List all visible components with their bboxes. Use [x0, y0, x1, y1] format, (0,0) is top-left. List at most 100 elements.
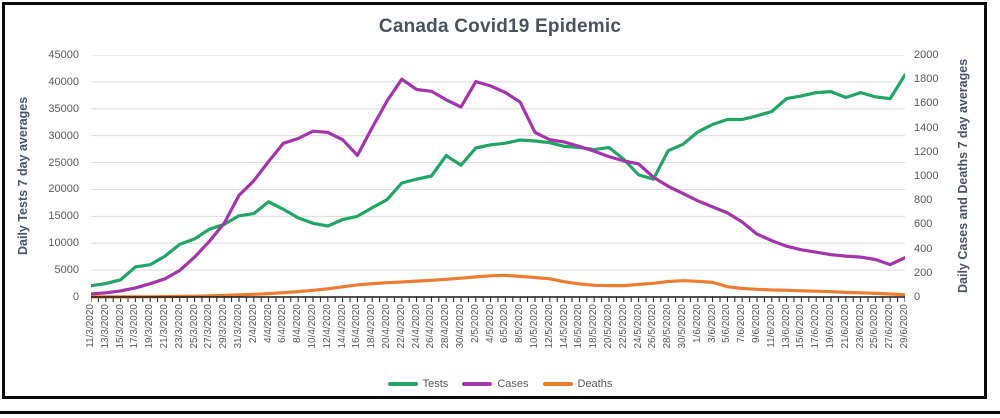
x-tick-label: 4/5/2020 [484, 304, 496, 343]
x-tick-label: 6/4/2020 [277, 304, 289, 343]
right-axis-title: Daily Cases and Deaths 7 day averages [956, 58, 970, 294]
x-tick-label: 15/6/2020 [795, 304, 807, 349]
x-tick-label: 25/6/2020 [869, 304, 881, 349]
x-tick-label: 17/3/2020 [129, 304, 141, 349]
bottom-divider-line [0, 411, 1000, 414]
x-tick-label: 12/5/2020 [543, 304, 555, 349]
right-tick-label: 200 [914, 266, 933, 279]
chart-legend: Tests Cases Deaths [0, 378, 1000, 390]
x-tick-label: 22/4/2020 [395, 304, 407, 349]
x-tick-label: 21/6/2020 [839, 304, 851, 349]
right-tick-label: 2000 [914, 49, 939, 61]
legend-swatch-cases [462, 382, 493, 386]
left-tick-label: 10000 [48, 237, 79, 250]
x-tick-label: 5/6/2020 [721, 304, 733, 343]
left-tick-label: 0 [72, 291, 79, 303]
right-tick-label: 800 [914, 194, 933, 207]
left-tick-label: 35000 [48, 102, 79, 115]
left-tick-label: 45000 [48, 49, 79, 61]
series-line-deaths [89, 273, 907, 299]
x-tick-label: 9/6/2020 [751, 304, 762, 343]
x-tick-label: 23/3/2020 [173, 304, 185, 349]
legend-label: Deaths [577, 378, 613, 390]
left-tick-label: 15000 [48, 210, 79, 223]
series-line-cases [89, 77, 907, 296]
x-tick-label: 6/5/2020 [499, 304, 511, 343]
left-axis-tick-labels: 0 5000 10000 15000 20000 25000 30000 35000 40000… [36, 49, 84, 303]
x-tick-label: 29/6/2020 [899, 304, 910, 349]
plot-area [89, 54, 907, 309]
x-tick-label: 30/5/2020 [677, 304, 688, 349]
right-tick-label: 1800 [914, 73, 939, 86]
x-tick-label: 20/4/2020 [381, 304, 392, 349]
legend-swatch-deaths [542, 382, 573, 386]
right-tick-label: 1400 [914, 121, 939, 134]
legend-item-cases: Cases [462, 378, 529, 390]
x-tick-label: 7/6/2020 [736, 304, 748, 343]
left-axis-title: Daily Tests 7 day averages [16, 96, 30, 256]
x-axis-tick-labels: 11/3/2020 13/3/2020 15/3/2020 17/3/2020 19/3… [85, 302, 910, 377]
x-tick-label: 23/6/2020 [854, 304, 866, 349]
x-tick-label: 10/5/2020 [529, 304, 540, 349]
legend-item-tests: Tests [387, 378, 449, 390]
x-tick-label: 29/3/2020 [218, 304, 230, 349]
chart-title: Canada Covid19 Epidemic [378, 16, 622, 37]
x-tick-label: 4/4/2020 [262, 304, 274, 343]
x-tick-label: 24/4/2020 [410, 304, 422, 349]
x-tick-label: 8/5/2020 [514, 304, 526, 343]
x-tick-label: 8/4/2020 [292, 304, 304, 343]
x-tick-label: 19/3/2020 [144, 304, 156, 349]
x-tick-label: 28/4/2020 [440, 304, 452, 349]
x-tick-label: 20/5/2020 [603, 304, 614, 349]
x-tick-label: 27/3/2020 [203, 304, 215, 349]
x-tick-label: 2/5/2020 [469, 304, 481, 343]
chart-frame [2, 2, 987, 399]
legend-item-deaths: Deaths [542, 378, 613, 390]
left-tick-label: 40000 [48, 75, 79, 88]
x-tick-label: 17/6/2020 [810, 304, 822, 349]
x-tick-label: 21/3/2020 [159, 304, 170, 349]
x-tick-label: 18/4/2020 [366, 304, 378, 349]
right-tick-label: 400 [914, 242, 933, 255]
left-tick-label: 20000 [48, 183, 79, 196]
right-axis-tick-labels: 0 200 400 600 800 1000 1200 1400 1600 1800 2000 [914, 49, 958, 303]
x-tick-label: 14/4/2020 [336, 304, 348, 349]
x-tick-label: 10/4/2020 [307, 304, 318, 349]
x-tick-label: 22/5/2020 [617, 304, 629, 349]
right-tick-label: 600 [914, 218, 933, 231]
x-tick-label: 26/4/2020 [425, 304, 437, 349]
x-tick-label: 2/4/2020 [247, 304, 259, 343]
legend-label: Cases [497, 378, 529, 390]
x-tick-label: 16/5/2020 [573, 304, 585, 349]
x-tick-label: 26/5/2020 [647, 304, 659, 349]
legend-swatch-tests [387, 382, 418, 386]
legend-label: Tests [422, 378, 449, 390]
right-tick-label: 0 [914, 291, 921, 303]
left-tick-label: 5000 [54, 264, 79, 277]
series-line-tests [89, 73, 907, 288]
x-tick-label: 12/4/2020 [321, 304, 333, 349]
x-tick-label: 31/3/2020 [233, 304, 244, 349]
left-tick-label: 25000 [48, 156, 79, 169]
x-tick-label: 16/4/2020 [351, 304, 363, 349]
x-tick-label: 19/6/2020 [825, 304, 836, 349]
left-tick-label: 30000 [48, 129, 79, 142]
x-tick-label: 24/5/2020 [632, 304, 644, 349]
x-tick-label: 13/3/2020 [99, 304, 111, 349]
x-tick-label: 27/6/2020 [884, 304, 896, 349]
x-tick-label: 1/6/2020 [691, 304, 703, 343]
x-tick-label: 15/3/2020 [114, 304, 126, 349]
x-tick-label: 11/6/2020 [765, 304, 777, 348]
x-tick-label: 3/6/2020 [706, 304, 718, 343]
x-tick-label: 25/3/2020 [188, 304, 200, 349]
line-chart [89, 54, 907, 302]
x-tick-label: 13/6/2020 [780, 304, 792, 349]
right-tick-label: 1600 [914, 97, 939, 110]
x-tick-label: 14/5/2020 [558, 304, 570, 349]
x-tick-label: 11/3/2020 [85, 304, 96, 348]
right-tick-label: 1000 [914, 170, 939, 182]
right-tick-label: 1200 [914, 145, 939, 158]
x-tick-label: 30/4/2020 [455, 304, 466, 349]
x-tick-label: 18/5/2020 [588, 304, 600, 349]
